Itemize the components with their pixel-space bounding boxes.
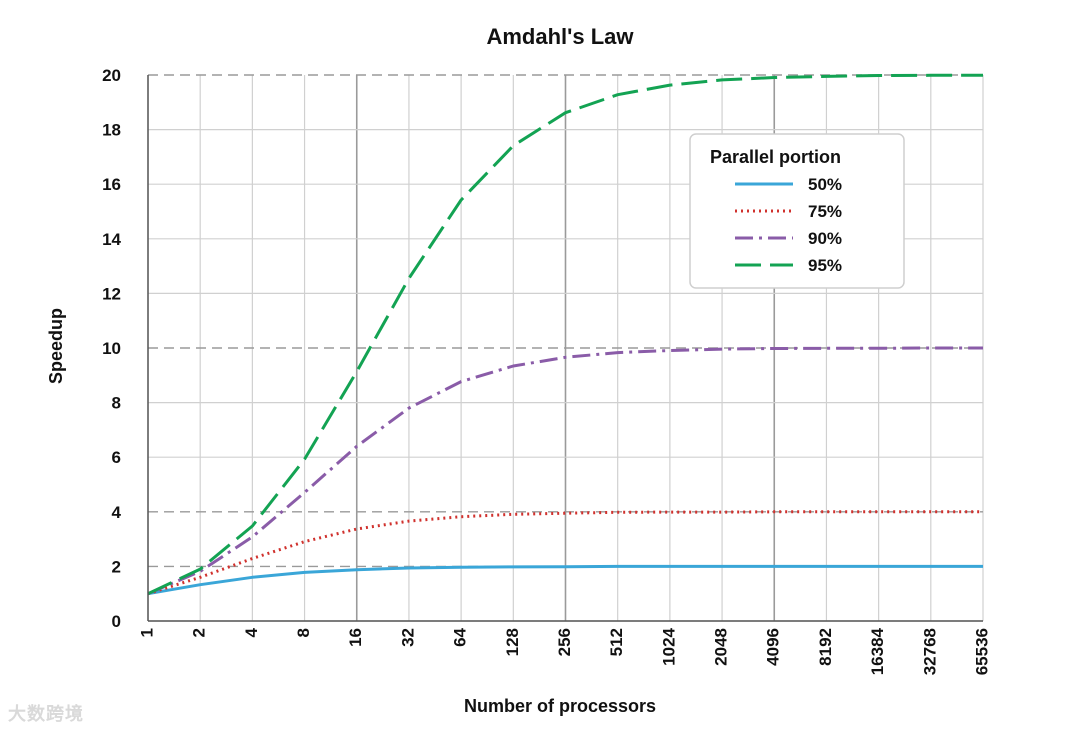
series-lines xyxy=(147,73,983,596)
x-tick-label: 128 xyxy=(503,628,522,656)
x-tick-label: 65536 xyxy=(972,628,991,675)
legend-title: Parallel portion xyxy=(710,147,841,167)
x-tick-label: 2 xyxy=(190,628,209,637)
x-tick-label: 1024 xyxy=(659,627,678,665)
y-tick-label: 12 xyxy=(102,284,121,303)
series-line-95pct xyxy=(147,73,983,596)
x-tick-label: 32768 xyxy=(920,628,939,675)
x-tick-label: 4096 xyxy=(764,628,783,666)
x-tick-label: 16 xyxy=(346,628,365,647)
chart-title: Amdahl's Law xyxy=(486,24,634,49)
x-tick-label: 8192 xyxy=(816,628,835,666)
y-tick-label: 8 xyxy=(112,394,121,413)
legend-label: 95% xyxy=(808,256,842,275)
x-tick-label: 32 xyxy=(398,628,417,647)
y-tick-label: 14 xyxy=(102,230,121,249)
legend: Parallel portion 50% 75% 90% 95% xyxy=(689,133,905,289)
legend-label: 50% xyxy=(808,175,842,194)
legend-items: 50% 75% 90% 95% xyxy=(735,175,842,275)
y-tick-label: 20 xyxy=(102,66,121,85)
y-tick-label: 18 xyxy=(102,121,121,140)
axes xyxy=(147,75,983,622)
series-line-50pct xyxy=(147,564,983,596)
y-tick-label: 2 xyxy=(112,557,121,576)
x-tick-label: 1 xyxy=(137,628,156,637)
y-tick-label: 10 xyxy=(102,339,121,358)
y-tick-label: 0 xyxy=(112,612,121,631)
x-tick-label: 2048 xyxy=(712,628,731,666)
legend-label: 90% xyxy=(808,229,842,248)
y-tick-label: 4 xyxy=(112,503,122,522)
x-tick-label: 16384 xyxy=(868,627,887,675)
y-tick-label: 6 xyxy=(112,448,121,467)
y-tick-labels: 0 2 4 6 8 10 12 14 16 18 20 xyxy=(102,66,121,631)
x-tick-label: 4 xyxy=(242,627,261,637)
x-tick-label: 512 xyxy=(607,628,626,656)
x-tick-labels: 1 2 4 8 16 32 64 128 256 512 1024 2048 4096 8192 16384… xyxy=(137,627,991,675)
legend-label: 75% xyxy=(808,202,842,221)
x-tick-label: 256 xyxy=(555,628,574,656)
watermark: 大数跨境 xyxy=(8,704,84,725)
y-tick-label: 16 xyxy=(102,175,121,194)
legend-box xyxy=(689,133,905,289)
x-axis-label: Number of processors xyxy=(464,696,656,716)
y-axis-label: Speedup xyxy=(46,308,66,384)
x-tick-label: 8 xyxy=(294,628,313,637)
series-line-90pct xyxy=(147,346,983,596)
x-tick-label: 64 xyxy=(451,627,470,646)
